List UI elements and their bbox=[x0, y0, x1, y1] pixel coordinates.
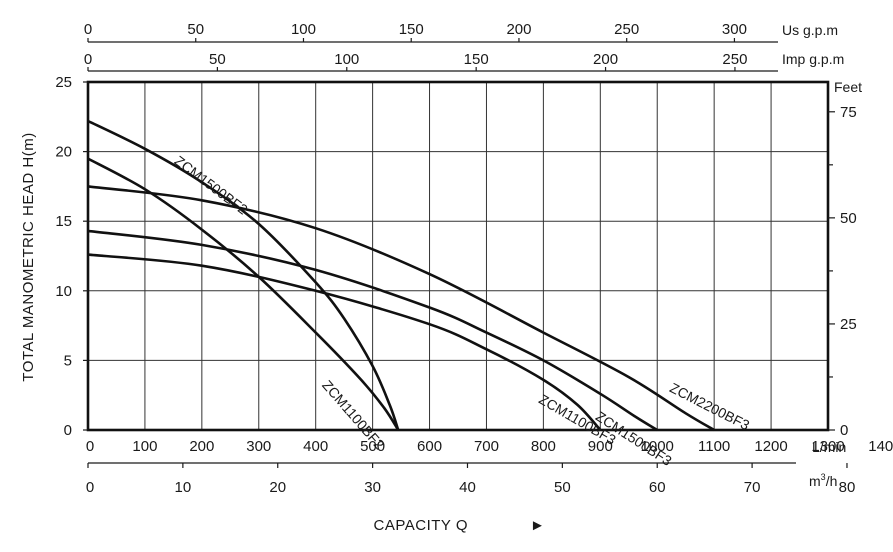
x-tick-label-0: 0 bbox=[86, 438, 94, 455]
m3h-tick-label-70: 70 bbox=[744, 479, 761, 496]
m3h-tick-label-10: 10 bbox=[175, 479, 192, 496]
x-tick-label-1300: 1300 bbox=[811, 438, 844, 455]
y-tick-label-10: 10 bbox=[55, 283, 72, 300]
m3h-tick-label-20: 20 bbox=[269, 479, 286, 496]
us-gpm-tick-label-150: 150 bbox=[399, 21, 424, 38]
us-gpm-tick-label-50: 50 bbox=[187, 21, 204, 38]
m3h-unit-base: m bbox=[809, 473, 821, 489]
m3h-tick-label-80: 80 bbox=[839, 479, 856, 496]
curve-zcm1500bf3 bbox=[87, 229, 658, 432]
x-tick-label-400: 400 bbox=[303, 438, 328, 455]
x-tick-label-800: 800 bbox=[531, 438, 556, 455]
us-gpm-tick-label-200: 200 bbox=[506, 21, 531, 38]
curve-zcm2200bf3 bbox=[87, 185, 715, 432]
feet-tick-label-0: 0 bbox=[840, 422, 848, 439]
x-tick-label-300: 300 bbox=[246, 438, 271, 455]
m3h-tick-label-30: 30 bbox=[364, 479, 381, 496]
y-tick-label-0: 0 bbox=[64, 422, 72, 439]
x-tick-label-1200: 1200 bbox=[754, 438, 787, 455]
feet-tick-label-25: 25 bbox=[840, 316, 857, 333]
y-axis-title: TOTAL MANOMETRIC HEAD H(m) bbox=[20, 132, 37, 381]
imp-gpm-tick-label-50: 50 bbox=[209, 51, 226, 68]
imp-gpm-tick-label-100: 100 bbox=[334, 51, 359, 68]
m3h-unit-sup: 3 bbox=[821, 472, 826, 482]
x-tick-label-1100: 1100 bbox=[698, 438, 730, 455]
curve-zcm1100bf3 bbox=[87, 253, 602, 431]
x-tick-label-1000: 1000 bbox=[641, 438, 674, 455]
imp-gpm-tick-label-250: 250 bbox=[722, 51, 747, 68]
bottom-axis-unit-m3h: m3/h bbox=[809, 472, 837, 489]
y-tick-label-20: 20 bbox=[55, 144, 72, 161]
y-tick-label-25: 25 bbox=[55, 74, 72, 91]
grid bbox=[88, 82, 828, 430]
imp-gpm-tick-label-200: 200 bbox=[593, 51, 618, 68]
x-tick-label-100: 100 bbox=[132, 438, 157, 455]
x-tick-label-500: 500 bbox=[360, 438, 385, 455]
feet-tick-label-50: 50 bbox=[840, 210, 857, 227]
m3h-tick-label-50: 50 bbox=[554, 479, 571, 496]
x-axis-title-arrow-icon: ► bbox=[530, 517, 545, 534]
m3h-unit-tail: /h bbox=[826, 473, 838, 489]
x-axis-unit-lmin: L/min bbox=[812, 439, 846, 455]
top-axis-unit-imp-gpm: Imp g.p.m bbox=[782, 51, 844, 67]
x-tick-label-600: 600 bbox=[417, 438, 442, 455]
us-gpm-tick-label-0: 0 bbox=[84, 21, 92, 38]
x-axis-title: CAPACITY Q bbox=[374, 517, 468, 534]
y-tick-label-15: 15 bbox=[55, 213, 72, 230]
us-gpm-tick-label-300: 300 bbox=[722, 21, 747, 38]
curve-zcm1500bf2 bbox=[87, 119, 400, 431]
m3h-tick-label-60: 60 bbox=[649, 479, 666, 496]
plot-frame bbox=[86, 80, 830, 432]
y-tick-label-5: 5 bbox=[64, 352, 72, 369]
us-gpm-tick-label-250: 250 bbox=[614, 21, 639, 38]
performance-curves bbox=[87, 119, 715, 432]
x-tick-label-700: 700 bbox=[474, 438, 499, 455]
curve-label-zcm2200bf3: ZCM2200BF3 bbox=[667, 379, 752, 433]
x-tick-label-900: 900 bbox=[588, 438, 613, 455]
curve-label-zcm1500bf2: ZCM1500BF2 bbox=[172, 152, 251, 217]
imp-gpm-tick-label-0: 0 bbox=[84, 51, 92, 68]
curve-zcm1100bf2 bbox=[87, 157, 400, 431]
curve-label-zcm1100bf2: ZCM1100BF2 bbox=[319, 377, 388, 453]
m3h-tick-label-0: 0 bbox=[86, 479, 94, 496]
imp-gpm-tick-label-150: 150 bbox=[464, 51, 489, 68]
us-gpm-tick-label-100: 100 bbox=[291, 21, 316, 38]
feet-tick-label-75: 75 bbox=[840, 104, 857, 121]
x-tick-label-200: 200 bbox=[189, 438, 214, 455]
right-axis-unit-feet: Feet bbox=[834, 79, 862, 95]
top-axis-unit-us-gpm: Us g.p.m bbox=[782, 22, 838, 38]
m3h-tick-label-40: 40 bbox=[459, 479, 476, 496]
